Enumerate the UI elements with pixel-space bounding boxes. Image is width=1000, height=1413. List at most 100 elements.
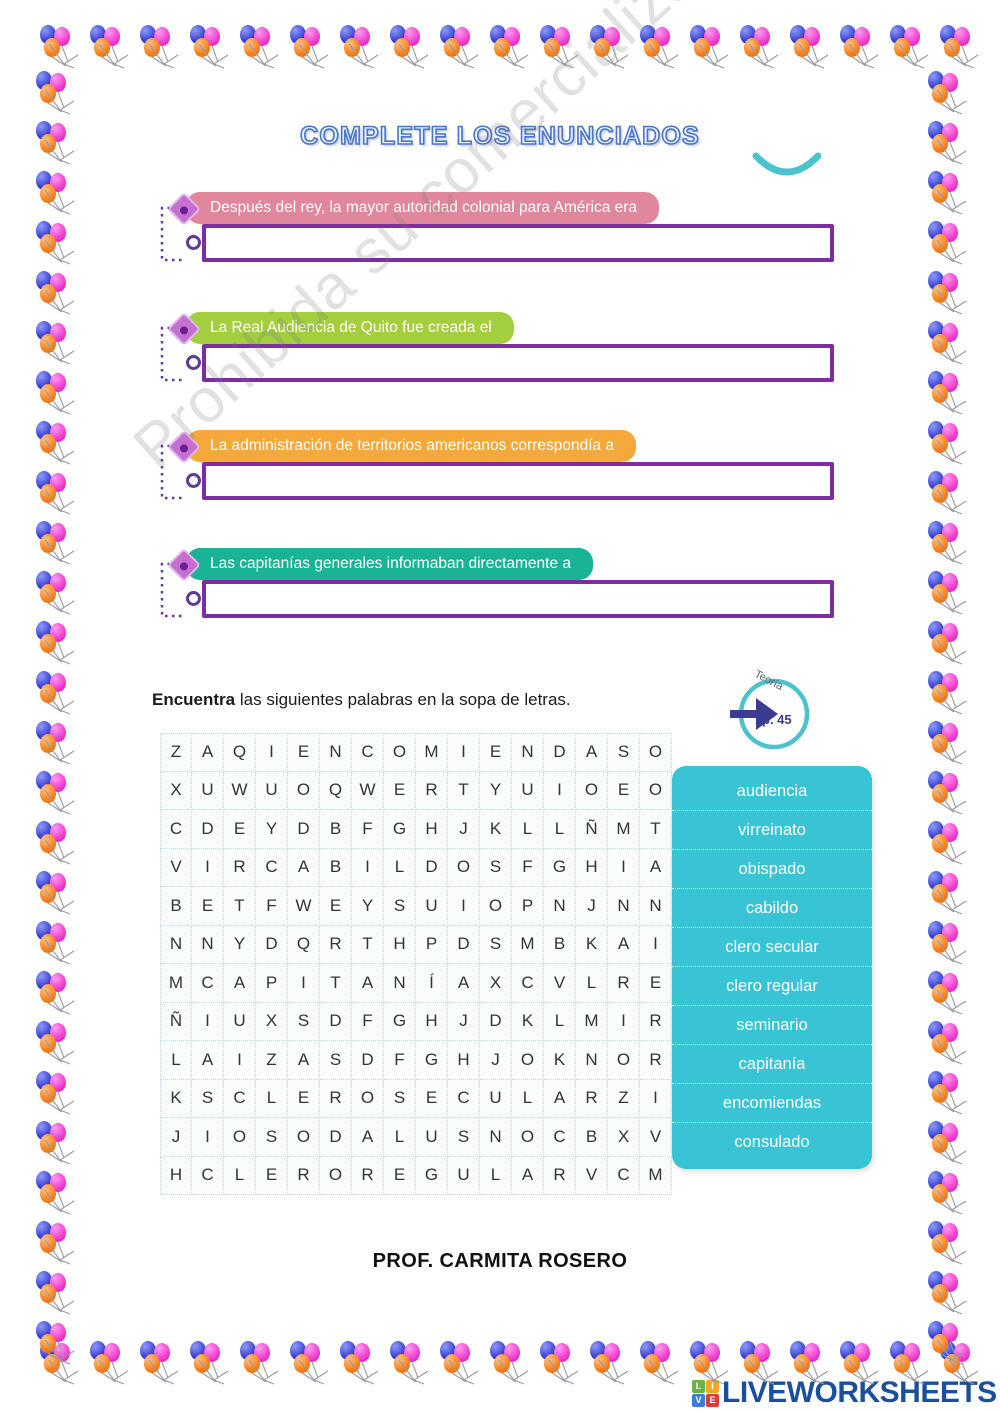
wordsearch-cell[interactable]: D bbox=[320, 1118, 352, 1157]
wordsearch-cell[interactable]: E bbox=[288, 1079, 320, 1118]
wordsearch-cell[interactable]: Y bbox=[256, 810, 288, 849]
wordsearch-cell[interactable]: Y bbox=[480, 771, 512, 810]
wordsearch-cell[interactable]: T bbox=[224, 887, 256, 926]
wordsearch-cell[interactable]: L bbox=[512, 1079, 544, 1118]
wordsearch-cell[interactable]: I bbox=[448, 887, 480, 926]
wordsearch-cell[interactable]: A bbox=[352, 1118, 384, 1157]
wordsearch-cell[interactable]: S bbox=[384, 1079, 416, 1118]
wordsearch-cell[interactable]: A bbox=[640, 848, 672, 887]
wordsearch-cell[interactable]: S bbox=[288, 1002, 320, 1041]
wordsearch-cell[interactable]: S bbox=[480, 925, 512, 964]
wordsearch-cell[interactable]: D bbox=[256, 925, 288, 964]
wordsearch-cell[interactable]: F bbox=[512, 848, 544, 887]
wordsearch-cell[interactable]: O bbox=[608, 1041, 640, 1080]
wordsearch-cell[interactable]: E bbox=[320, 887, 352, 926]
wordsearch-cell[interactable]: A bbox=[608, 925, 640, 964]
wordsearch-cell[interactable]: F bbox=[256, 887, 288, 926]
wordsearch-cell[interactable]: K bbox=[160, 1079, 192, 1118]
wordsearch-cell[interactable]: O bbox=[384, 733, 416, 772]
wordsearch-cell[interactable]: C bbox=[224, 1079, 256, 1118]
wordsearch-cell[interactable]: D bbox=[320, 1002, 352, 1041]
wordsearch-cell[interactable]: I bbox=[640, 925, 672, 964]
wordsearch-cell[interactable]: E bbox=[192, 887, 224, 926]
wordsearch-cell[interactable]: E bbox=[288, 733, 320, 772]
wordsearch-cell[interactable]: L bbox=[544, 810, 576, 849]
wordsearch-cell[interactable]: O bbox=[480, 887, 512, 926]
wordsearch-cell[interactable]: V bbox=[160, 848, 192, 887]
wordsearch-cell[interactable]: N bbox=[480, 1118, 512, 1157]
wordsearch-cell[interactable]: W bbox=[224, 771, 256, 810]
wordsearch-word[interactable]: seminario bbox=[672, 1006, 872, 1045]
wordsearch-cell[interactable]: E bbox=[480, 733, 512, 772]
wordsearch-cell[interactable]: Z bbox=[256, 1041, 288, 1080]
wordsearch-cell[interactable]: A bbox=[224, 964, 256, 1003]
wordsearch-cell[interactable]: T bbox=[640, 810, 672, 849]
wordsearch-cell[interactable]: I bbox=[288, 964, 320, 1003]
wordsearch-cell[interactable]: S bbox=[608, 733, 640, 772]
wordsearch-cell[interactable]: W bbox=[352, 771, 384, 810]
wordsearch-cell[interactable]: O bbox=[512, 1041, 544, 1080]
wordsearch-cell[interactable]: H bbox=[384, 925, 416, 964]
wordsearch-cell[interactable]: H bbox=[160, 1156, 192, 1195]
wordsearch-cell[interactable]: Y bbox=[224, 925, 256, 964]
wordsearch-cell[interactable]: Y bbox=[352, 887, 384, 926]
wordsearch-word[interactable]: obispado bbox=[672, 850, 872, 889]
wordsearch-cell[interactable]: A bbox=[576, 733, 608, 772]
wordsearch-cell[interactable]: J bbox=[448, 810, 480, 849]
wordsearch-cell[interactable]: O bbox=[288, 771, 320, 810]
wordsearch-cell[interactable]: S bbox=[192, 1079, 224, 1118]
wordsearch-word[interactable]: audiencia bbox=[672, 772, 872, 811]
wordsearch-cell[interactable]: N bbox=[192, 925, 224, 964]
wordsearch-cell[interactable]: S bbox=[480, 848, 512, 887]
wordsearch-cell[interactable]: W bbox=[288, 887, 320, 926]
wordsearch-cell[interactable]: O bbox=[320, 1156, 352, 1195]
wordsearch-cell[interactable]: I bbox=[192, 848, 224, 887]
wordsearch-cell[interactable]: J bbox=[576, 887, 608, 926]
wordsearch-cell[interactable]: M bbox=[640, 1156, 672, 1195]
wordsearch-cell[interactable]: I bbox=[256, 733, 288, 772]
wordsearch-cell[interactable]: Ñ bbox=[576, 810, 608, 849]
wordsearch-cell[interactable]: F bbox=[352, 1002, 384, 1041]
wordsearch-cell[interactable]: X bbox=[480, 964, 512, 1003]
wordsearch-cell[interactable]: Ñ bbox=[160, 1002, 192, 1041]
wordsearch-cell[interactable]: H bbox=[416, 1002, 448, 1041]
wordsearch-cell[interactable]: V bbox=[576, 1156, 608, 1195]
wordsearch-cell[interactable]: X bbox=[256, 1002, 288, 1041]
wordsearch-cell[interactable]: U bbox=[512, 771, 544, 810]
wordsearch-cell[interactable]: B bbox=[320, 848, 352, 887]
wordsearch-cell[interactable]: C bbox=[160, 810, 192, 849]
wordsearch-cell[interactable]: C bbox=[256, 848, 288, 887]
wordsearch-cell[interactable]: J bbox=[480, 1041, 512, 1080]
wordsearch-cell[interactable]: U bbox=[416, 1118, 448, 1157]
wordsearch-cell[interactable]: O bbox=[512, 1118, 544, 1157]
wordsearch-cell[interactable]: M bbox=[416, 733, 448, 772]
wordsearch-cell[interactable]: E bbox=[384, 771, 416, 810]
wordsearch-cell[interactable]: G bbox=[384, 1002, 416, 1041]
wordsearch-cell[interactable]: D bbox=[544, 733, 576, 772]
wordsearch-cell[interactable]: M bbox=[576, 1002, 608, 1041]
wordsearch-cell[interactable]: A bbox=[448, 964, 480, 1003]
wordsearch-cell[interactable]: C bbox=[512, 964, 544, 1003]
wordsearch-cell[interactable]: R bbox=[576, 1079, 608, 1118]
wordsearch-cell[interactable]: H bbox=[576, 848, 608, 887]
wordsearch-cell[interactable]: S bbox=[320, 1041, 352, 1080]
wordsearch-word[interactable]: virreinato bbox=[672, 811, 872, 850]
wordsearch-word[interactable]: cabildo bbox=[672, 889, 872, 928]
wordsearch-cell[interactable]: A bbox=[192, 733, 224, 772]
wordsearch-cell[interactable]: K bbox=[544, 1041, 576, 1080]
wordsearch-cell[interactable]: X bbox=[160, 771, 192, 810]
wordsearch-cell[interactable]: E bbox=[224, 810, 256, 849]
wordsearch-cell[interactable]: R bbox=[320, 1079, 352, 1118]
wordsearch-cell[interactable]: L bbox=[576, 964, 608, 1003]
wordsearch-cell[interactable]: T bbox=[448, 771, 480, 810]
wordsearch-cell[interactable]: N bbox=[320, 733, 352, 772]
wordsearch-cell[interactable]: J bbox=[448, 1002, 480, 1041]
wordsearch-cell[interactable]: C bbox=[608, 1156, 640, 1195]
wordsearch-cell[interactable]: L bbox=[384, 1118, 416, 1157]
wordsearch-cell[interactable]: N bbox=[160, 925, 192, 964]
wordsearch-cell[interactable]: L bbox=[384, 848, 416, 887]
wordsearch-cell[interactable]: L bbox=[544, 1002, 576, 1041]
wordsearch-cell[interactable]: U bbox=[256, 771, 288, 810]
wordsearch-cell[interactable]: C bbox=[192, 1156, 224, 1195]
wordsearch-cell[interactable]: U bbox=[480, 1079, 512, 1118]
